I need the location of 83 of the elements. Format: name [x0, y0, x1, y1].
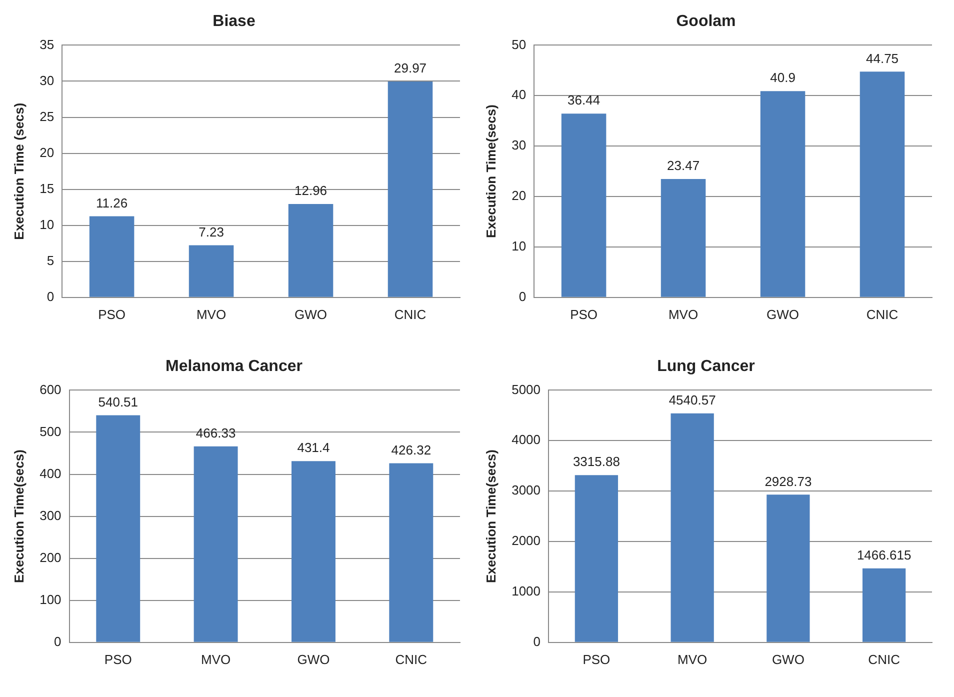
data-label: 1466.615 [856, 548, 912, 562]
data-label: 2928.73 [764, 474, 812, 489]
y-tick-label: 0 [54, 634, 62, 649]
bar [574, 475, 618, 642]
bar [188, 245, 234, 297]
bar [862, 568, 906, 642]
y-tick-label: 0 [518, 288, 526, 304]
x-tick-label: PSO [570, 306, 598, 322]
y-tick-label: 2000 [512, 533, 541, 548]
bar [660, 179, 706, 297]
y-tick-label: 400 [40, 466, 62, 481]
y-axis-title: Execution Time (secs) [11, 102, 26, 240]
data-label: 44.75 [866, 50, 899, 66]
chart-title: Melanoma Cancer [166, 358, 302, 376]
data-label: 11.26 [96, 195, 128, 210]
bar [288, 204, 334, 297]
data-label: 12.96 [294, 183, 328, 198]
y-tick-label: 5 [46, 252, 54, 268]
x-tick-label: GWO [294, 306, 328, 322]
y-tick-label: 40 [512, 87, 526, 102]
bar [766, 494, 810, 642]
bar [388, 81, 433, 297]
data-label: 36.44 [568, 92, 600, 108]
data-label: 431.4 [297, 440, 330, 456]
y-tick-label: 0 [533, 634, 541, 649]
y-tick-label: 3000 [512, 482, 541, 498]
chart-title: Goolam [676, 13, 736, 30]
bar [389, 463, 434, 642]
y-tick-label: 35 [40, 36, 54, 52]
bar [194, 446, 238, 642]
x-tick-label: GWO [297, 652, 330, 667]
y-tick-label: 4000 [512, 432, 541, 448]
chart-title: Biase [212, 13, 256, 30]
y-tick-label: 30 [512, 138, 526, 153]
data-label: 40.9 [770, 70, 796, 86]
y-tick-label: 1000 [512, 584, 541, 599]
x-tick-label: MVO [668, 306, 698, 322]
y-tick-label: 200 [40, 550, 62, 565]
data-label: 466.33 [196, 425, 236, 440]
y-axis-title: Execution Time(secs) [11, 450, 26, 584]
x-tick-label: PSO [104, 652, 132, 667]
data-label: 540.51 [98, 394, 138, 410]
data-label: 29.97 [394, 60, 427, 76]
chart-title: Lung Cancer [657, 358, 755, 376]
bar [89, 216, 134, 297]
bar [96, 415, 140, 642]
y-tick-label: 300 [40, 508, 62, 523]
bar [561, 114, 606, 297]
y-tick-label: 30 [40, 72, 54, 88]
x-tick-label: CNIC [394, 306, 426, 322]
x-tick-label: MVO [196, 306, 226, 322]
bar [670, 413, 714, 642]
x-tick-label: GWO [772, 652, 804, 667]
y-tick-label: 100 [40, 592, 62, 607]
data-label: 426.32 [391, 442, 432, 458]
x-tick-label: CNIC [395, 652, 428, 667]
bar [860, 72, 905, 297]
y-tick-label: 10 [40, 216, 54, 232]
y-tick-label: 20 [512, 188, 526, 204]
x-tick-label: PSO [98, 306, 126, 322]
y-tick-label: 10 [512, 238, 526, 254]
y-tick-label: 500 [40, 424, 62, 439]
x-tick-label: CNIC [866, 306, 898, 322]
data-label: 23.47 [667, 158, 700, 174]
bar [760, 91, 806, 297]
y-tick-label: 15 [40, 180, 54, 196]
data-label: 3315.88 [572, 454, 620, 470]
x-tick-label: MVO [200, 652, 231, 667]
y-tick-label: 0 [46, 288, 54, 304]
y-tick-label: 20 [40, 144, 54, 160]
x-tick-label: MVO [678, 652, 708, 667]
bar [292, 461, 336, 642]
y-tick-label: 5000 [512, 382, 541, 397]
y-axis-title: Execution Time(secs) [483, 104, 498, 238]
y-tick-label: 50 [512, 36, 526, 52]
x-tick-label: CNIC [868, 652, 900, 667]
x-tick-label: GWO [766, 306, 800, 322]
y-tick-label: 600 [40, 382, 62, 397]
y-tick-label: 25 [40, 108, 54, 124]
y-axis-title: Execution Time(secs) [483, 450, 498, 584]
x-tick-label: PSO [582, 652, 610, 667]
data-label: 4540.57 [668, 392, 716, 408]
data-label: 7.23 [198, 224, 224, 240]
